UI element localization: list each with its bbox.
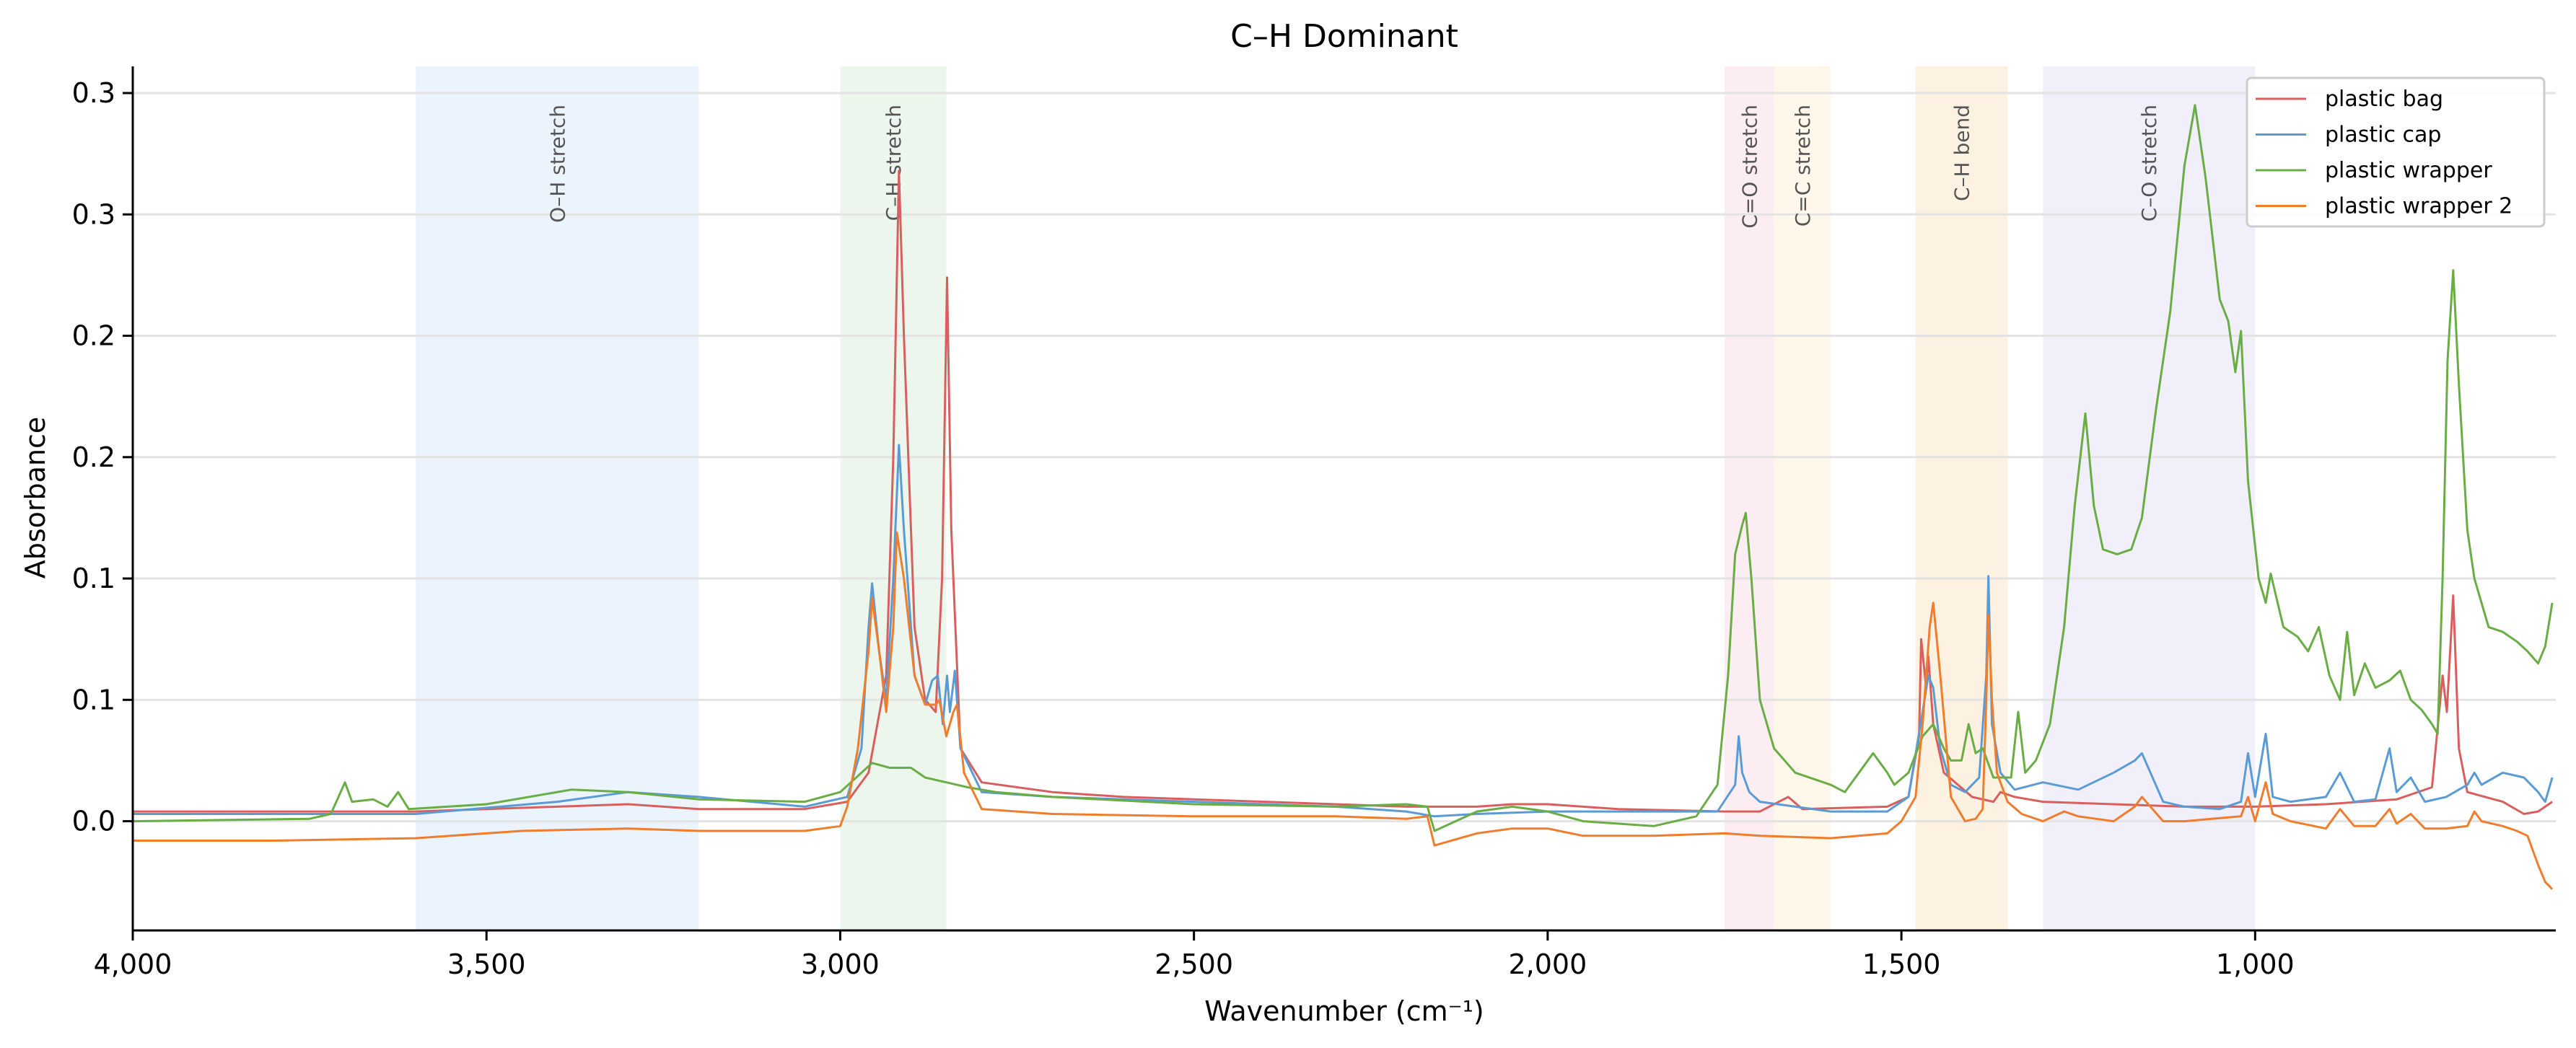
- y-tick-label: 0.2: [72, 320, 115, 352]
- y-tick-label: 0.3: [72, 77, 115, 109]
- band-label: C–H bend: [1950, 105, 1973, 201]
- x-axis-label: Wavenumber (cm⁻¹): [1204, 995, 1484, 1027]
- band-label: O–H stretch: [546, 105, 569, 223]
- legend-label: plastic wrapper 2: [2325, 194, 2513, 219]
- series-line-plastic-wrapper: [132, 104, 2554, 832]
- legend-label: plastic bag: [2325, 87, 2443, 112]
- legend-box: [2246, 76, 2546, 228]
- band-labels: O–H stretch C–H stretch C=O stretch C=C str…: [546, 105, 2161, 229]
- y-tick-label: 0.0: [72, 806, 115, 837]
- band-0: [416, 66, 699, 930]
- band-label: C=O stretch: [1738, 105, 1761, 229]
- x-tick-label: 2,500: [1155, 948, 1233, 980]
- band-5: [2043, 66, 2256, 930]
- series-line-plastic-wrapper-2: [133, 531, 2554, 890]
- band-label: C–H stretch: [882, 105, 906, 221]
- x-tick-label: 1,000: [2216, 948, 2295, 980]
- x-tick-label: 3,500: [447, 948, 526, 980]
- chart-title: C–H Dominant: [1230, 18, 1458, 55]
- x-tick-label: 1,500: [1862, 948, 1941, 980]
- y-tick-label: 0.2: [72, 441, 115, 473]
- y-tick-label: 0.3: [72, 198, 115, 230]
- x-tick-label: 4,000: [94, 948, 172, 980]
- legend: plastic bag plastic cap plastic wrapper pla…: [2246, 76, 2546, 228]
- band-3: [1774, 66, 1831, 930]
- y-ticks: 0.0 0.1 0.1 0.2 0.2 0.3 0.3: [72, 77, 133, 837]
- series-layer: [132, 104, 2554, 890]
- y-axis-label: Absorbance: [19, 417, 51, 579]
- band-label: C=C stretch: [1791, 105, 1815, 226]
- bands-layer: [416, 66, 2256, 930]
- band-label: C–O stretch: [2137, 105, 2161, 221]
- legend-label: plastic wrapper: [2325, 158, 2492, 183]
- gridlines: [133, 92, 2556, 823]
- band-4: [1915, 66, 2008, 930]
- x-tick-label: 2,000: [1508, 948, 1587, 980]
- y-tick-label: 0.1: [72, 563, 115, 594]
- x-ticks: 4,000 3,500 3,000 2,500 2,000 1,500 1,000: [94, 930, 2295, 980]
- y-tick-label: 0.1: [72, 684, 115, 715]
- series-line-plastic-bag: [133, 169, 2553, 815]
- x-tick-label: 3,000: [801, 948, 880, 980]
- legend-label: plastic cap: [2325, 123, 2441, 148]
